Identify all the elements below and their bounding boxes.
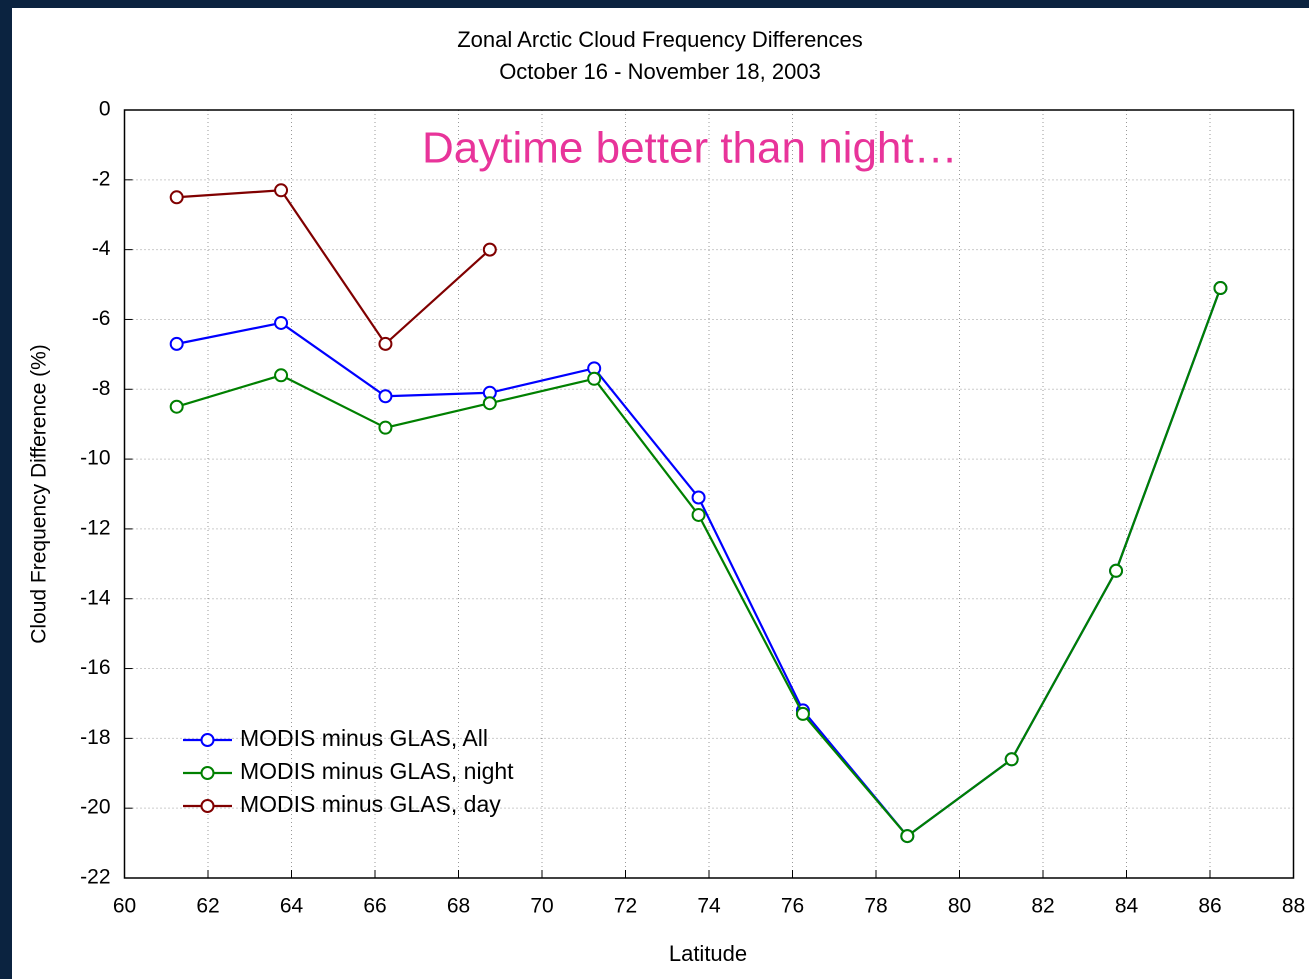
y-tick-label: 0: [99, 98, 111, 121]
x-tick-label: 72: [614, 895, 637, 918]
legend-marker: [200, 799, 215, 813]
data-point: [169, 399, 184, 414]
y-tick-label: -14: [80, 586, 111, 609]
x-tick-label: 66: [363, 895, 386, 918]
data-point: [900, 829, 915, 844]
y-tick-label: -22: [80, 866, 110, 889]
data-point: [482, 242, 497, 257]
data-point: [378, 336, 393, 351]
x-tick-label: 64: [280, 895, 304, 918]
x-tick-label: 76: [781, 895, 804, 918]
x-tick-label: 70: [530, 895, 553, 918]
y-tick-label: -4: [92, 237, 111, 260]
series-line: [176, 189, 491, 346]
data-point: [1109, 563, 1124, 578]
data-point: [378, 389, 393, 404]
legend-marker: [200, 766, 215, 780]
legend-label: MODIS minus GLAS, All: [240, 725, 488, 751]
data-point: [587, 371, 602, 386]
x-tick-label: 80: [948, 895, 971, 918]
x-tick-label: 62: [196, 895, 219, 918]
y-tick-label: -8: [92, 377, 111, 400]
data-point: [169, 336, 184, 351]
y-tick-label: -16: [80, 656, 110, 679]
legend-label: MODIS minus GLAS, day: [240, 791, 501, 817]
x-tick-label: 68: [447, 895, 470, 918]
x-tick-label: 60: [113, 895, 136, 918]
data-point: [1004, 752, 1019, 767]
data-point: [378, 420, 393, 435]
data-point: [274, 183, 289, 198]
data-point: [691, 507, 706, 522]
x-tick-label: 78: [864, 895, 887, 918]
chart-subtitle: October 16 - November 18, 2003: [499, 59, 821, 84]
data-point: [274, 315, 289, 330]
legend-label: MODIS minus GLAS, night: [240, 758, 514, 784]
y-axis-label: Cloud Frequency Difference (%): [28, 344, 51, 644]
legend-marker: [200, 733, 215, 747]
y-tick-label: -10: [80, 447, 110, 470]
plot-frame: [123, 109, 1295, 879]
y-tick-label: -6: [92, 307, 111, 330]
y-tick-label: -12: [80, 516, 110, 539]
x-tick-label: 84: [1115, 895, 1139, 918]
chart-title: Zonal Arctic Cloud Frequency Differences: [457, 27, 863, 52]
x-axis-label: Latitude: [669, 941, 747, 966]
data-point: [691, 490, 706, 505]
x-tick-label: 86: [1198, 895, 1221, 918]
x-tick-label: 82: [1031, 895, 1054, 918]
data-point: [169, 190, 184, 205]
data-point: [274, 368, 289, 383]
y-tick-label: -20: [80, 796, 110, 819]
chart-panel: [12, 8, 1309, 979]
y-tick-label: -2: [92, 167, 111, 190]
data-point: [482, 396, 497, 411]
x-tick-label: 88: [1282, 895, 1305, 918]
data-point: [1213, 281, 1228, 296]
data-point: [795, 706, 810, 721]
y-tick-label: -18: [80, 726, 110, 749]
annotation: Daytime better than night…: [422, 124, 958, 173]
x-tick-label: 74: [697, 895, 721, 918]
